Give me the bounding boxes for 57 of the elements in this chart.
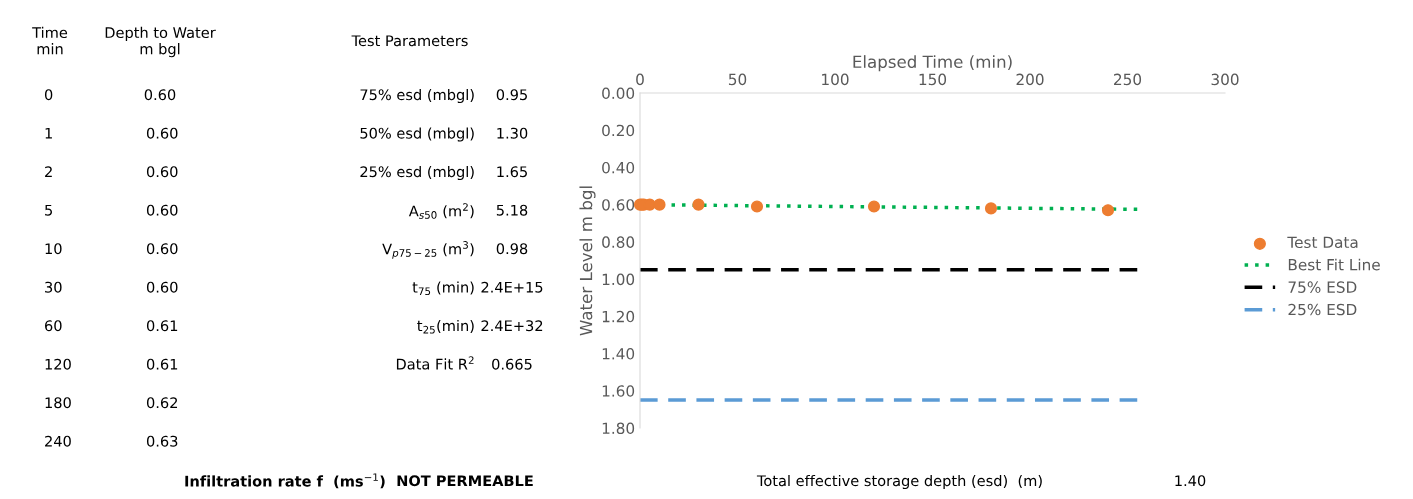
legend-label: Best Fit Line: [1288, 258, 1380, 271]
x-tick-label: 200: [1016, 73, 1044, 86]
text: 25% esd (mbgl): [360, 165, 474, 181]
text: 180 0.62: [45, 397, 178, 409]
x-tick-label: 0: [636, 73, 644, 86]
x-tick-label: 150: [919, 73, 947, 86]
y-tick-label: 1.80: [602, 422, 635, 435]
text: t$_{25}$(min): [417, 319, 474, 334]
y-tick-label: 1.60: [602, 385, 635, 397]
y-tick-label: 0.20: [602, 124, 635, 137]
y-tick-label: 0.40: [602, 161, 635, 174]
y-axis-title: Water Level m bgl: [579, 186, 596, 336]
y-tick-label: 0.80: [602, 236, 635, 248]
text: 2.4E+15: [481, 281, 543, 293]
y-tick-label: 0.60: [602, 199, 635, 211]
text: 2.4E+32: [481, 320, 543, 332]
text: 50% esd (mbgl): [360, 127, 474, 142]
text: 5 0.60: [45, 204, 178, 216]
text: 0.665: [492, 358, 532, 370]
text: V$_{p75−25}$ (m$^{3}$): [382, 241, 474, 259]
text: t$_{75}$ (min): [412, 281, 474, 296]
text: NOT PERMEABLE: [397, 475, 533, 487]
text: 1.40: [1175, 475, 1206, 487]
text: 0: [44, 89, 53, 101]
x-axis-title: Elapsed Time (min): [853, 55, 1012, 72]
text: 0.95: [496, 89, 527, 101]
text: 240 0.63: [45, 435, 178, 447]
text: 2: [463, 203, 468, 211]
text: 10 0.60: [45, 243, 178, 255]
y-tick-label: 1.00: [602, 273, 635, 286]
x-tick-label: 50: [728, 73, 747, 86]
text: 120 0.61: [45, 358, 178, 370]
text: 1.65: [497, 166, 527, 178]
text: Total effective storage depth (esd) (m): [756, 474, 1042, 490]
legend-label: 25% ESD: [1288, 303, 1357, 316]
text: 1.30: [497, 127, 528, 139]
legend-label: Test Data: [1287, 236, 1358, 249]
y-tick-label: 0.00: [602, 87, 635, 100]
legend-label: 75% ESD: [1288, 281, 1357, 293]
text: Infiltration rate f (ms$^{−1}$): [185, 473, 385, 489]
text: 2 0.60: [45, 166, 178, 178]
text: Test Parameters: [351, 35, 468, 47]
text: Depth to Water m bgl: [105, 26, 216, 58]
y-tick-label: 1.40: [602, 348, 635, 360]
text: 5.18: [496, 204, 528, 216]
text: Data Fit R$^{2}$: [396, 356, 474, 370]
x-tick-label: 100: [822, 73, 849, 86]
x-tick-label: 300: [1211, 73, 1239, 86]
text: 30 0.60: [45, 281, 178, 293]
text: 0.98: [496, 243, 528, 255]
x-tick-label: 250: [1114, 73, 1142, 86]
y-tick-label: 1.20: [602, 310, 635, 323]
text: 60 0.61: [45, 320, 178, 332]
text: Time min: [32, 26, 68, 55]
text: 0.60: [144, 89, 176, 101]
text: 75% esd (mbgl): [360, 88, 474, 104]
text: 1 0.60: [45, 127, 178, 139]
